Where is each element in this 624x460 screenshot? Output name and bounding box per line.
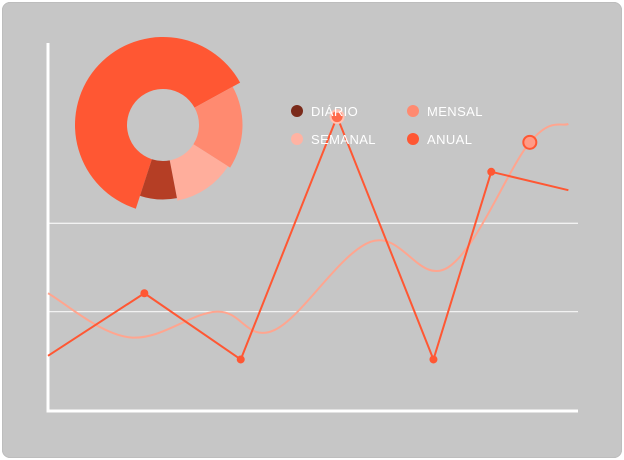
legend-label-mensal: MENSAL <box>427 104 483 119</box>
gridlines <box>48 222 578 313</box>
data-point <box>429 355 438 364</box>
legend-item-semanal: SEMANAL <box>291 132 376 147</box>
legend-swatch-diario <box>291 105 303 117</box>
legend-item-anual: ANUAL <box>407 132 472 147</box>
legend-swatch-mensal <box>407 105 419 117</box>
legend-label-diario: DIÁRIO <box>311 104 358 119</box>
data-point <box>487 167 496 176</box>
legend-item-diario: DIÁRIO <box>291 104 358 119</box>
legend: DIÁRIO MENSAL SEMANAL ANUAL <box>291 104 483 147</box>
donut-slice-diario <box>139 159 177 200</box>
legend-label-semanal: SEMANAL <box>311 132 376 147</box>
highlight-point <box>329 109 345 125</box>
donut-chart <box>75 37 243 209</box>
donut-slice-semanal <box>169 144 229 201</box>
line-series <box>47 109 569 364</box>
legend-swatch-semanal <box>291 133 303 145</box>
data-point <box>236 355 245 364</box>
highlight-point <box>522 134 538 150</box>
legend-swatch-anual <box>407 133 419 145</box>
legend-label-anual: ANUAL <box>427 132 472 147</box>
donut-slice-anual <box>75 37 241 209</box>
data-point <box>140 289 149 298</box>
legend-item-mensal: MENSAL <box>407 104 483 119</box>
donut-slice-mensal <box>193 86 243 168</box>
axes <box>46 43 578 413</box>
